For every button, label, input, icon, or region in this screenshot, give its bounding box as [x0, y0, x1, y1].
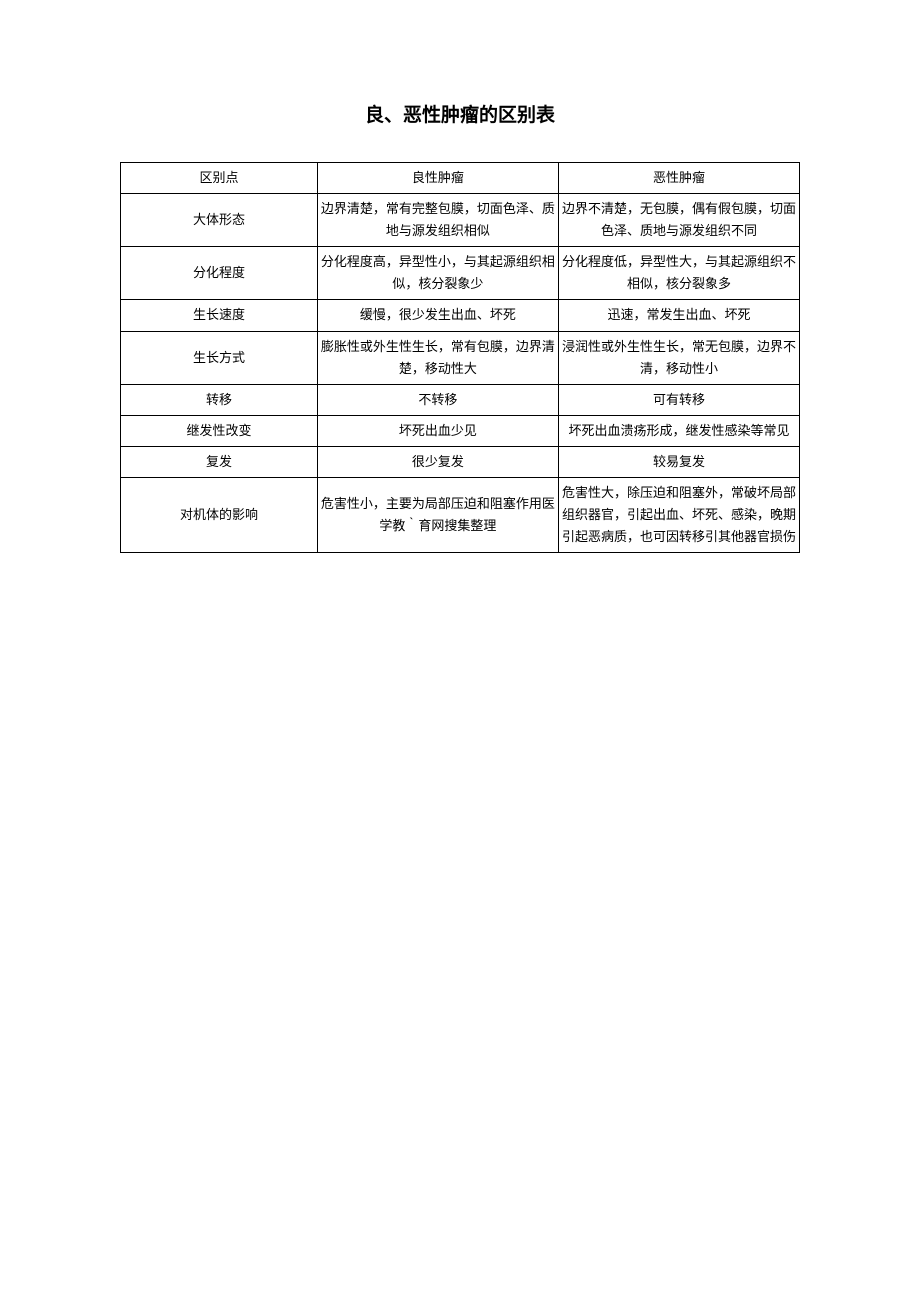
- table-row: 分化程度 分化程度高，异型性小，与其起源组织相似，核分裂象少 分化程度低，异型性…: [121, 247, 800, 300]
- table-header-row: 区别点 良性肿瘤 恶性肿瘤: [121, 163, 800, 194]
- row-label: 生长方式: [121, 331, 318, 384]
- benign-cell: 危害性小，主要为局部压迫和阻塞作用医学教｀育网搜集整理: [317, 478, 558, 553]
- table-row: 复发 很少复发 较易复发: [121, 446, 800, 477]
- benign-cell: 边界清楚，常有完整包膜，切面色泽、质地与源发组织相似: [317, 194, 558, 247]
- malignant-cell: 较易复发: [558, 446, 799, 477]
- row-label: 生长速度: [121, 300, 318, 331]
- row-label: 复发: [121, 446, 318, 477]
- malignant-cell: 迅速，常发生出血、坏死: [558, 300, 799, 331]
- benign-cell: 缓慢，很少发生出血、坏死: [317, 300, 558, 331]
- benign-cell: 不转移: [317, 384, 558, 415]
- header-cell: 区别点: [121, 163, 318, 194]
- header-cell: 恶性肿瘤: [558, 163, 799, 194]
- row-label: 分化程度: [121, 247, 318, 300]
- malignant-cell: 可有转移: [558, 384, 799, 415]
- malignant-cell: 坏死出血溃疡形成，继发性感染等常见: [558, 415, 799, 446]
- page-title: 良、恶性肿瘤的区别表: [120, 100, 800, 127]
- table-row: 生长速度 缓慢，很少发生出血、坏死 迅速，常发生出血、坏死: [121, 300, 800, 331]
- row-label: 继发性改变: [121, 415, 318, 446]
- table-row: 大体形态 边界清楚，常有完整包膜，切面色泽、质地与源发组织相似 边界不清楚，无包…: [121, 194, 800, 247]
- benign-cell: 膨胀性或外生性生长，常有包膜，边界清楚，移动性大: [317, 331, 558, 384]
- header-cell: 良性肿瘤: [317, 163, 558, 194]
- row-label: 转移: [121, 384, 318, 415]
- malignant-cell: 分化程度低，异型性大，与其起源组织不相似，核分裂象多: [558, 247, 799, 300]
- table-row: 继发性改变 坏死出血少见 坏死出血溃疡形成，继发性感染等常见: [121, 415, 800, 446]
- malignant-cell: 边界不清楚，无包膜，偶有假包膜，切面色泽、质地与源发组织不同: [558, 194, 799, 247]
- row-label: 对机体的影响: [121, 478, 318, 553]
- table-row: 转移 不转移 可有转移: [121, 384, 800, 415]
- benign-cell: 很少复发: [317, 446, 558, 477]
- benign-cell: 分化程度高，异型性小，与其起源组织相似，核分裂象少: [317, 247, 558, 300]
- comparison-table: 区别点 良性肿瘤 恶性肿瘤 大体形态 边界清楚，常有完整包膜，切面色泽、质地与源…: [120, 162, 800, 553]
- row-label: 大体形态: [121, 194, 318, 247]
- malignant-cell: 危害性大，除压迫和阻塞外，常破坏局部组织器官，引起出血、坏死、感染，晚期引起恶病…: [558, 478, 799, 553]
- table-row: 对机体的影响 危害性小，主要为局部压迫和阻塞作用医学教｀育网搜集整理 危害性大，…: [121, 478, 800, 553]
- benign-cell: 坏死出血少见: [317, 415, 558, 446]
- table-row: 生长方式 膨胀性或外生性生长，常有包膜，边界清楚，移动性大 浸润性或外生性生长，…: [121, 331, 800, 384]
- malignant-cell: 浸润性或外生性生长，常无包膜，边界不清，移动性小: [558, 331, 799, 384]
